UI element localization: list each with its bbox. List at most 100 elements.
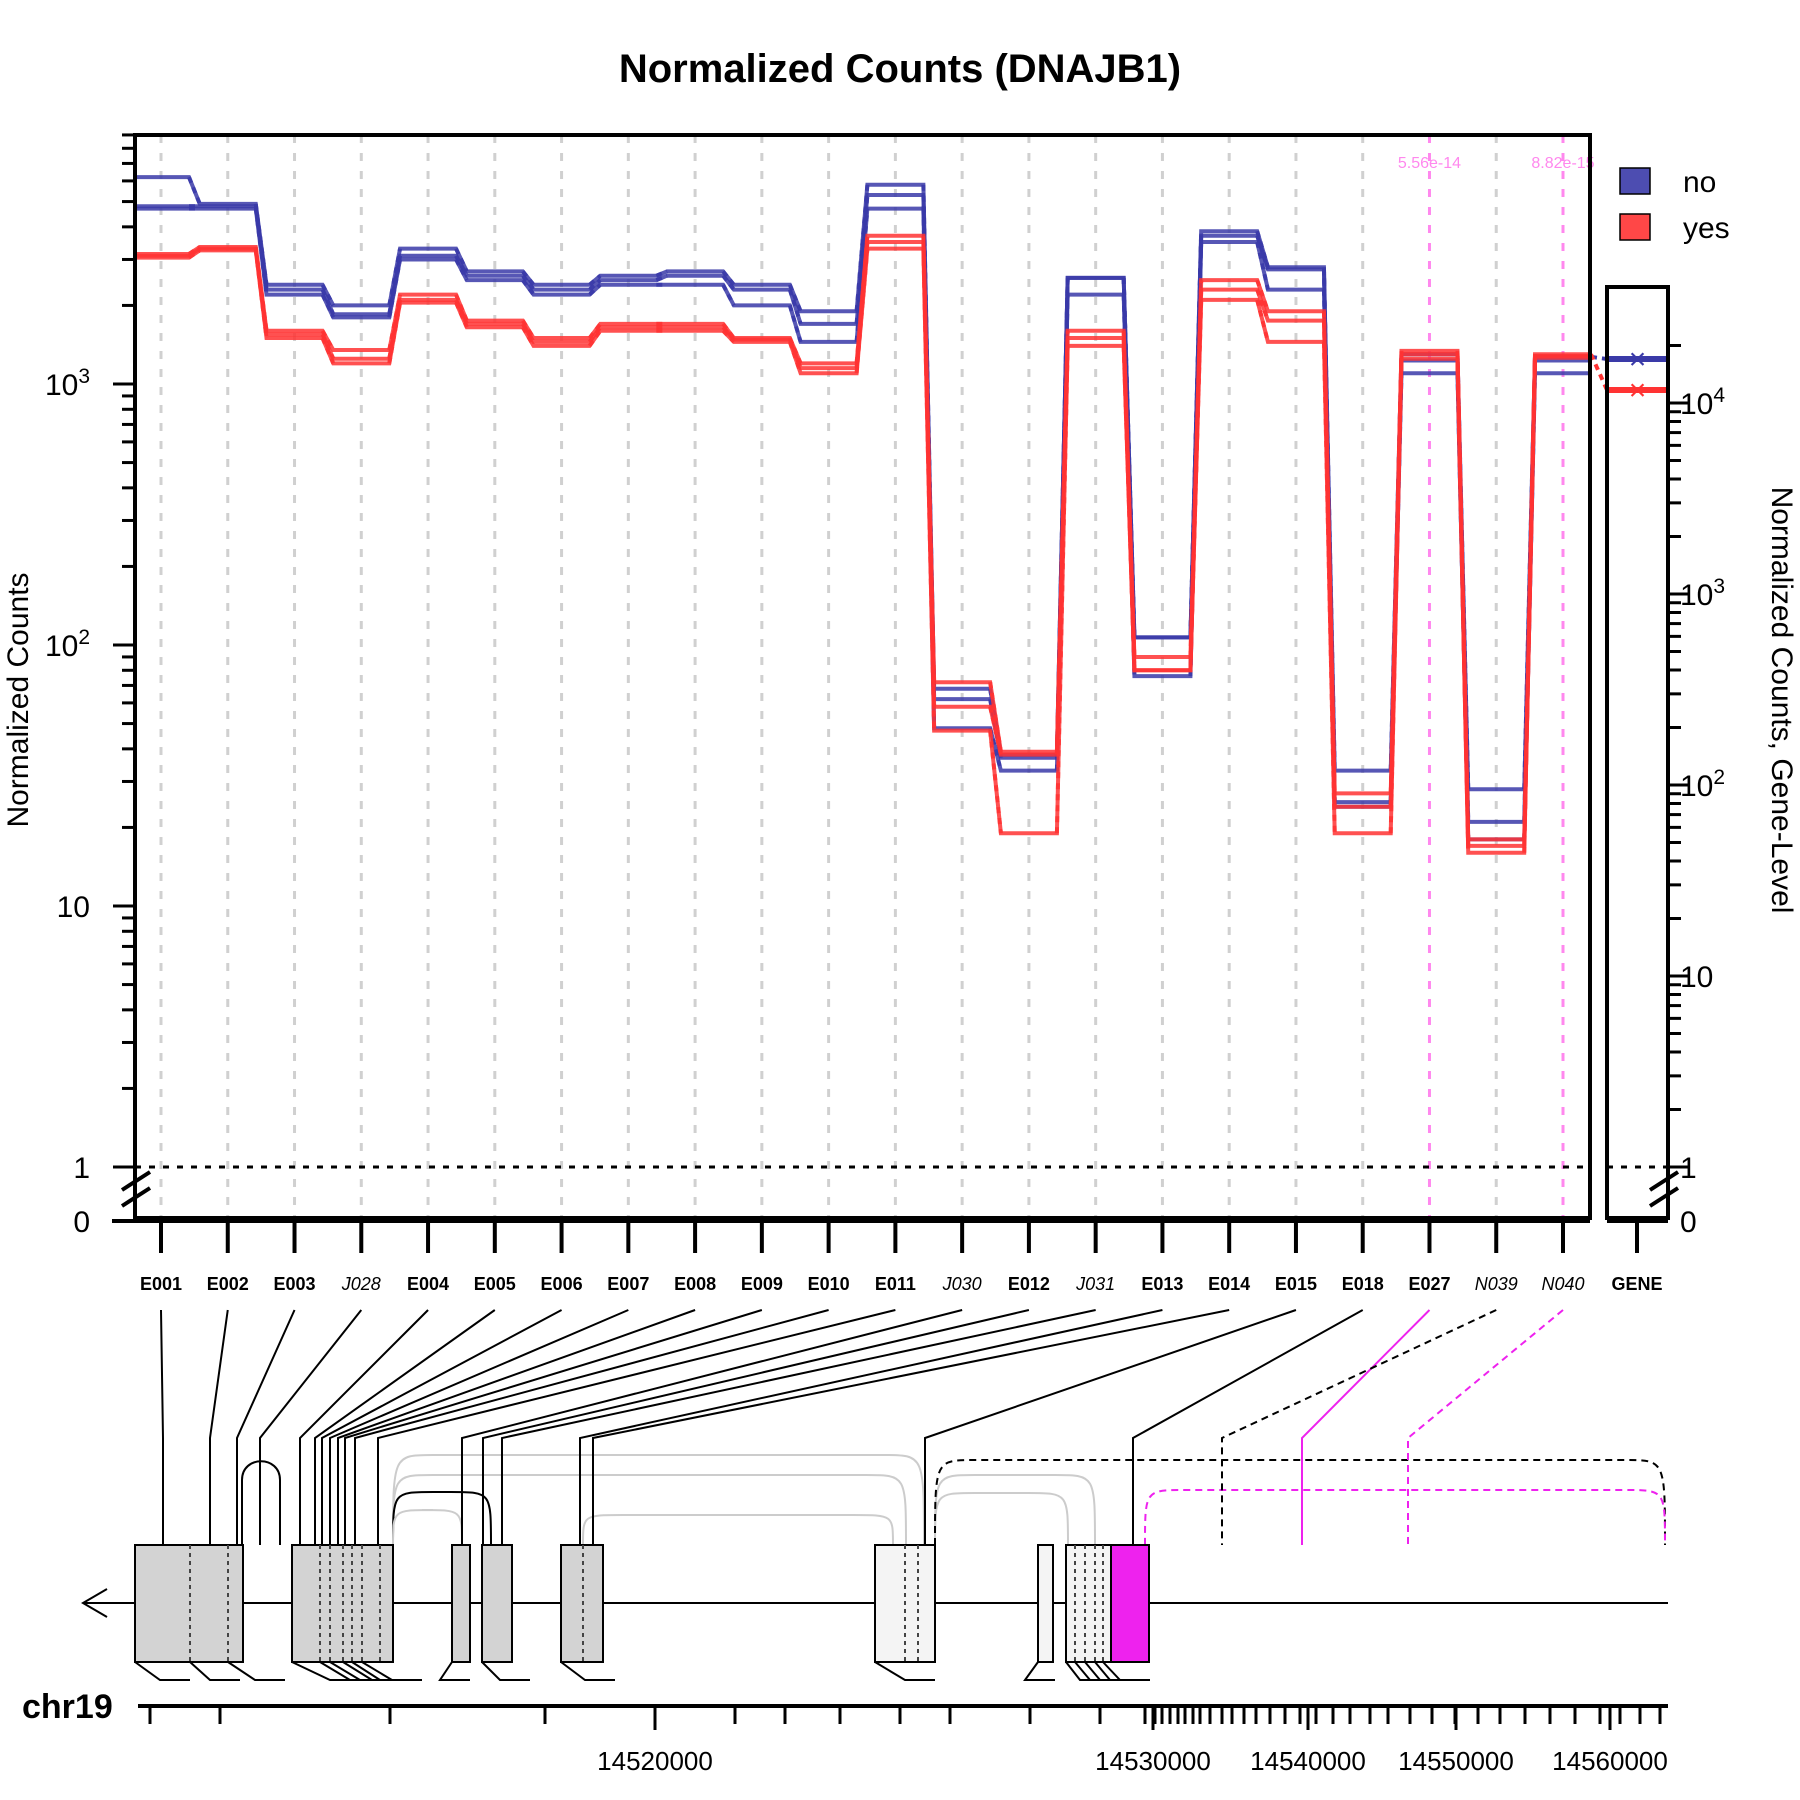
genome-tick-label: 14560000 — [1552, 1746, 1668, 1776]
feature-label-J028: J028 — [341, 1274, 381, 1294]
feature-connector-E002 — [209, 1309, 229, 1545]
y-zero-label: 0 — [73, 1206, 90, 1239]
series-no-connector — [187, 176, 202, 205]
genome-axis: chr19 14520000 14530000 14540000 14550000 145… — [22, 1688, 1668, 1776]
feature-label-J031: J031 — [1075, 1274, 1115, 1294]
feature-connector-E018 — [1132, 1309, 1364, 1545]
series-yes-connector — [988, 706, 1003, 756]
main-panel-frame — [133, 133, 1592, 1220]
series-no-connector — [655, 273, 668, 282]
y-axis-label: Normalized Counts — [2, 572, 35, 827]
feature-label-E015: E015 — [1275, 1274, 1317, 1294]
gene-level-marker-no: × — [1629, 343, 1647, 376]
series-yes-connector — [1255, 299, 1270, 343]
genome-projection-line — [481, 1661, 530, 1681]
series-no-connector — [521, 270, 536, 287]
feature-label-E003: E003 — [274, 1274, 316, 1294]
genome-projection-line — [560, 1661, 615, 1681]
feature-label-E018: E018 — [1342, 1274, 1384, 1294]
genome-tick-label: 14550000 — [1398, 1746, 1514, 1776]
y-axis-label-gene: Normalized Counts, Gene-Level — [1765, 487, 1798, 914]
feature-label-E004: E004 — [407, 1274, 449, 1294]
junction-arc — [934, 1474, 1096, 1546]
series-lines — [133, 175, 1591, 855]
axis-break-mark-gene — [1648, 1170, 1680, 1208]
feature-label-N040: N040 — [1541, 1274, 1584, 1294]
series-no-connector — [454, 258, 469, 282]
feature-label-E013: E013 — [1141, 1274, 1183, 1294]
series-no-connector — [721, 274, 736, 291]
feature-label-E007: E007 — [607, 1274, 649, 1294]
series-yes-connector — [253, 250, 269, 339]
junction-arc — [392, 1509, 463, 1546]
series-yes-connector — [1388, 358, 1404, 834]
series-yes-connector — [587, 329, 602, 348]
legend-label-no: no — [1683, 166, 1716, 199]
plot-frame — [133, 133, 1670, 1220]
genome-projection-line — [361, 1661, 422, 1681]
chart-title: Normalized Counts (DNAJB1) — [619, 47, 1181, 91]
feature-connector-N039 — [1221, 1309, 1497, 1545]
series-no-connector — [787, 288, 803, 325]
series-yes-connector — [1455, 358, 1471, 853]
feature-connector-E027 — [1301, 1309, 1431, 1545]
pvalue-label-N040: 8.82e-15 — [1531, 155, 1594, 172]
genome-projection-line — [329, 1661, 390, 1681]
series-no-connector — [521, 274, 536, 291]
series-yes-connector — [1255, 279, 1270, 312]
series-yes-connector — [587, 322, 602, 340]
series-no-connector — [588, 274, 602, 287]
series-yes-connector — [854, 248, 870, 374]
legend-swatch-no — [1619, 167, 1651, 195]
y-tick-label: 1 — [73, 1152, 90, 1185]
series-yes-connector — [1522, 357, 1537, 853]
series-no-connector — [320, 283, 336, 307]
feature-label-E011: E011 — [875, 1274, 916, 1294]
feature-connector-E001 — [160, 1309, 164, 1545]
exon-box — [1110, 1544, 1150, 1663]
genome-projection-line — [134, 1661, 190, 1681]
genome-projection-line — [1023, 1661, 1055, 1681]
feature-label-E027: E027 — [1408, 1274, 1450, 1294]
exon-box — [1037, 1544, 1054, 1663]
gene-panel-frame — [1605, 285, 1670, 1220]
series-no-connector — [721, 283, 736, 307]
y-tick-label: 103 — [45, 365, 90, 402]
junction-arc — [392, 1491, 492, 1546]
genome-projection-line — [189, 1661, 240, 1681]
y-tick-label: 10 — [57, 891, 90, 924]
feature-label-E014: E014 — [1208, 1274, 1250, 1294]
series-yes-connector — [320, 337, 336, 365]
y-tick-label-gene: 10 — [1680, 961, 1713, 994]
y-zero-label-gene: 0 — [1680, 1206, 1697, 1239]
feature-connector-E013 — [579, 1309, 1163, 1545]
legend: no yes — [1619, 166, 1730, 245]
chromosome-label: chr19 — [22, 1688, 113, 1726]
series-yes-connector — [1188, 299, 1204, 671]
junction-arc — [934, 1459, 1666, 1546]
series-yes-connector — [587, 326, 602, 344]
axis-break-mark — [120, 1170, 152, 1208]
y-tick-label: 102 — [45, 626, 90, 663]
series-no-connector — [521, 278, 536, 296]
feature-label-gene: GENE — [1611, 1274, 1662, 1294]
series-yes-connector — [521, 326, 536, 347]
genome-projection-line — [319, 1661, 380, 1681]
feature-connector-E014 — [592, 1309, 1230, 1545]
feature-connector-E010 — [354, 1309, 829, 1545]
junction-arc — [934, 1492, 1069, 1546]
junction-arc — [392, 1454, 925, 1546]
feature-connector-N040 — [1407, 1309, 1564, 1545]
feature-connector-J030 — [461, 1309, 963, 1545]
feature-connector-E005 — [314, 1309, 496, 1545]
series-yes-connector — [187, 248, 201, 260]
exon-box — [451, 1544, 471, 1663]
legend-label-yes: yes — [1683, 212, 1730, 245]
y-tick-label-gene: 104 — [1680, 384, 1725, 421]
gene-model — [81, 1309, 1668, 1681]
series-yes-sample-3 — [133, 246, 1591, 855]
series-no-connector — [588, 278, 602, 292]
genome-projection-line — [351, 1661, 410, 1681]
